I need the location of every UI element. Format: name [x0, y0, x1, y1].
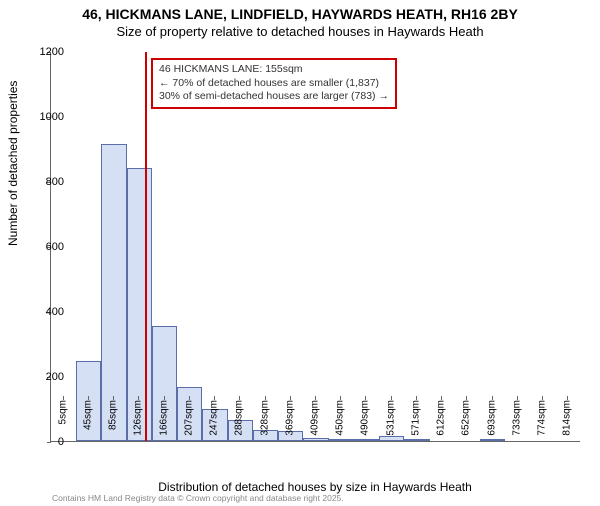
y-tick-label: 800	[24, 176, 64, 188]
annotation-box: 46 HICKMANS LANE: 155sqm← 70% of detache…	[151, 58, 397, 109]
x-tick-label: 652sqm	[461, 400, 472, 436]
y-tick-label: 1000	[24, 111, 64, 123]
x-tick-label: 126sqm	[133, 400, 144, 436]
x-tick-label: 693sqm	[486, 400, 497, 436]
x-tick-label: 490sqm	[360, 400, 371, 436]
annotation-line: ← 70% of detached houses are smaller (1,…	[159, 77, 389, 91]
x-tick-label: 774sqm	[537, 400, 548, 436]
y-tick-label: 600	[24, 241, 64, 253]
x-axis-label: Distribution of detached houses by size …	[50, 480, 580, 494]
chart-title-line2: Size of property relative to detached ho…	[0, 24, 600, 39]
annotation-line: 46 HICKMANS LANE: 155sqm	[159, 63, 389, 77]
x-tick-label: 247sqm	[209, 400, 220, 436]
x-tick-label: 85sqm	[108, 400, 119, 430]
histogram-bar	[354, 439, 379, 441]
histogram-bar	[404, 439, 429, 441]
x-tick-label: 450sqm	[335, 400, 346, 436]
x-tick-label: 814sqm	[562, 400, 573, 436]
histogram-bar	[329, 439, 354, 441]
y-tick-label: 200	[24, 371, 64, 383]
x-tick-label: 733sqm	[511, 400, 522, 436]
marker-line	[145, 52, 147, 441]
y-tick-label: 1200	[24, 46, 64, 58]
y-axis-label: Number of detached properties	[6, 81, 20, 246]
x-tick-label: 612sqm	[436, 400, 447, 436]
x-tick-label: 328sqm	[259, 400, 270, 436]
chart-title-line1: 46, HICKMANS LANE, LINDFIELD, HAYWARDS H…	[0, 6, 600, 22]
x-tick-label: 288sqm	[234, 400, 245, 436]
x-tick-label: 531sqm	[385, 400, 396, 436]
x-tick-label: 207sqm	[183, 400, 194, 436]
y-tick-label: 0	[24, 436, 64, 448]
y-tick-label: 400	[24, 306, 64, 318]
annotation-line: 30% of semi-detached houses are larger (…	[159, 90, 389, 104]
x-tick-label: 409sqm	[310, 400, 321, 436]
footnote: Contains HM Land Registry data © Crown c…	[52, 494, 344, 503]
histogram-bar	[379, 436, 404, 441]
x-tick-label: 166sqm	[158, 400, 169, 436]
x-tick-label: 45sqm	[82, 400, 93, 430]
footnote-line1: Contains HM Land Registry data © Crown c…	[52, 494, 344, 503]
x-tick-label: 369sqm	[284, 400, 295, 436]
x-tick-label: 5sqm	[57, 400, 68, 424]
x-tick-label: 571sqm	[410, 400, 421, 436]
histogram-bar	[480, 439, 505, 441]
histogram-bar	[303, 438, 328, 441]
chart-area: 46 HICKMANS LANE: 155sqm← 70% of detache…	[50, 52, 580, 442]
plot-region: 46 HICKMANS LANE: 155sqm← 70% of detache…	[50, 52, 580, 442]
